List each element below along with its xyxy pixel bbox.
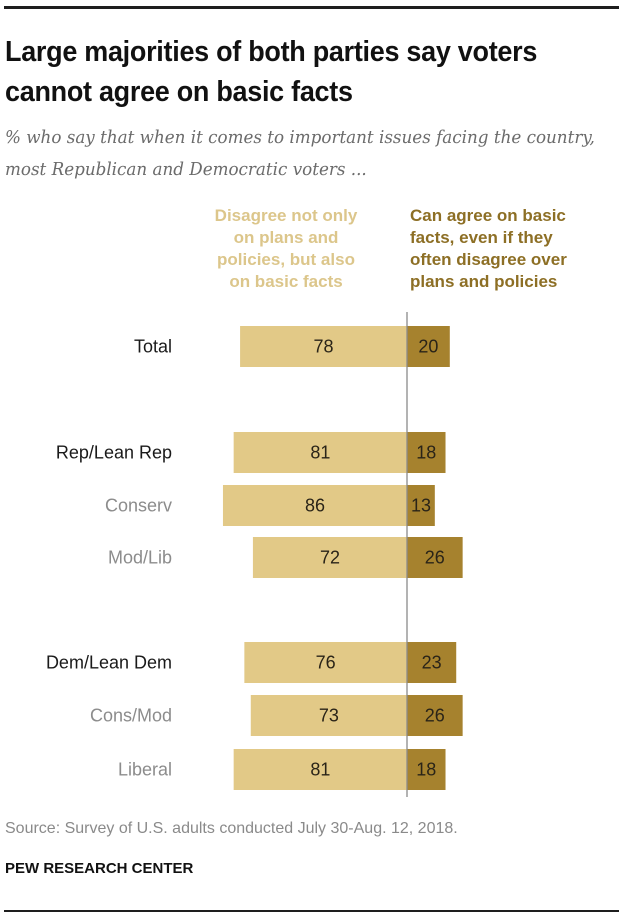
top-rule [4, 6, 619, 9]
value-label-agree: 20 [418, 337, 438, 357]
bar-disagree [233, 432, 407, 473]
bar-agree [407, 326, 450, 367]
bottom-rule [4, 910, 619, 912]
legend-disagree-line: policies, but also [217, 250, 355, 269]
legend-agree-line: plans and policies [410, 272, 558, 291]
category-label: Total [134, 337, 172, 357]
bar-disagree [250, 695, 407, 736]
legend-agree-line: often disagree over [410, 250, 567, 269]
legend-agree-line: facts, even if they [410, 228, 553, 247]
category-label: Cons/Mod [90, 706, 172, 726]
category-label: Liberal [118, 760, 172, 780]
value-label-disagree: 76 [316, 653, 336, 673]
source-note: Source: Survey of U.S. adults conducted … [5, 820, 458, 837]
brand-label: PEW RESEARCH CENTER [5, 860, 194, 877]
bar-agree [407, 485, 435, 526]
legend-agree: Can agree on basic facts, even if they o… [410, 205, 625, 293]
value-label-disagree: 86 [305, 496, 325, 516]
bar-disagree [222, 485, 407, 526]
value-label-agree: 18 [416, 443, 436, 463]
value-label-agree: 23 [422, 653, 442, 673]
bar-agree [407, 695, 463, 736]
value-label-disagree: 73 [319, 706, 339, 726]
legend-disagree-line: on plans and [233, 228, 339, 247]
value-label-agree: 26 [425, 706, 445, 726]
category-label: Mod/Lib [108, 548, 172, 568]
bar-disagree [233, 749, 407, 790]
value-label-disagree: 72 [320, 548, 340, 568]
value-label-disagree: 81 [310, 443, 330, 463]
value-label-disagree: 81 [310, 760, 330, 780]
bar-agree [407, 749, 446, 790]
legend-disagree: Disagree not only on plans and policies,… [196, 205, 376, 293]
bar-disagree [244, 642, 407, 683]
bar-disagree [240, 326, 407, 367]
category-label: Dem/Lean Dem [46, 653, 172, 673]
legend-disagree-line: Disagree not only [214, 206, 358, 225]
legend-disagree-line: on basic facts [229, 272, 343, 291]
bar-agree [407, 642, 457, 683]
value-label-agree: 26 [425, 548, 445, 568]
bar-agree [407, 432, 446, 473]
value-label-agree: 13 [411, 496, 431, 516]
bar-agree [407, 537, 463, 578]
category-label: Conserv [105, 496, 172, 516]
chart-title: Large majorities of both parties say vot… [5, 36, 538, 108]
bar-disagree [252, 537, 407, 578]
legend-agree-line: Can agree on basic [410, 206, 566, 225]
chart-subtitle: % who say that when it comes to importan… [5, 127, 595, 180]
category-label: Rep/Lean Rep [56, 443, 172, 463]
value-label-agree: 18 [416, 760, 436, 780]
value-label-disagree: 78 [314, 337, 334, 357]
